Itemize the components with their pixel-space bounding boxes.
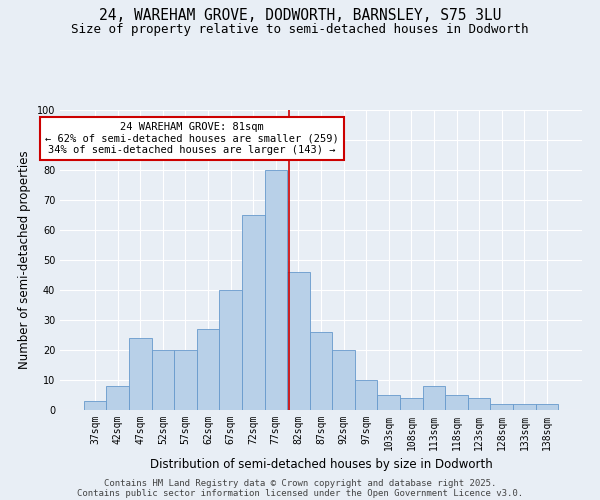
Bar [84, 401, 106, 410]
Bar [174, 350, 197, 410]
Text: 24, WAREHAM GROVE, DODWORTH, BARNSLEY, S75 3LU: 24, WAREHAM GROVE, DODWORTH, BARNSLEY, S… [99, 8, 501, 22]
Bar [310, 332, 332, 410]
Text: Size of property relative to semi-detached houses in Dodworth: Size of property relative to semi-detach… [71, 22, 529, 36]
Bar [197, 329, 220, 410]
Bar [220, 290, 242, 410]
Bar [129, 338, 152, 410]
X-axis label: Distribution of semi-detached houses by size in Dodworth: Distribution of semi-detached houses by … [149, 458, 493, 471]
Bar [513, 404, 536, 410]
Bar [242, 215, 265, 410]
Text: Contains HM Land Registry data © Crown copyright and database right 2025.: Contains HM Land Registry data © Crown c… [104, 478, 496, 488]
Bar [152, 350, 174, 410]
Bar [536, 404, 558, 410]
Bar [265, 170, 287, 410]
Bar [422, 386, 445, 410]
Bar [332, 350, 355, 410]
Bar [377, 395, 400, 410]
Bar [445, 395, 468, 410]
Y-axis label: Number of semi-detached properties: Number of semi-detached properties [18, 150, 31, 370]
Bar [355, 380, 377, 410]
Text: Contains public sector information licensed under the Open Government Licence v3: Contains public sector information licen… [77, 488, 523, 498]
Bar [106, 386, 129, 410]
Bar [490, 404, 513, 410]
Bar [400, 398, 422, 410]
Text: 24 WAREHAM GROVE: 81sqm
← 62% of semi-detached houses are smaller (259)
34% of s: 24 WAREHAM GROVE: 81sqm ← 62% of semi-de… [46, 122, 339, 155]
Bar [287, 272, 310, 410]
Bar [468, 398, 490, 410]
